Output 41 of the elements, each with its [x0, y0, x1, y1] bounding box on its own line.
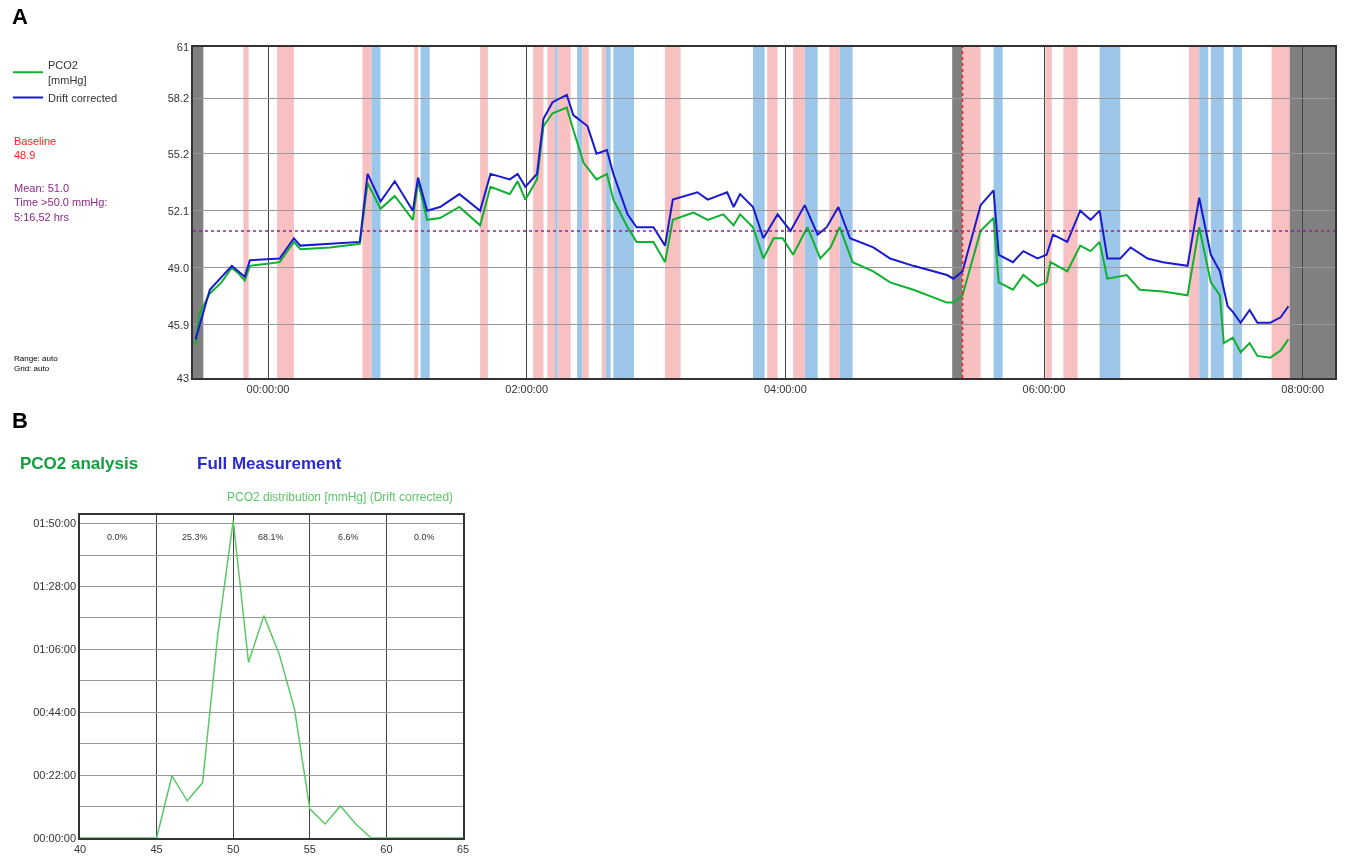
x-tick-label: 55	[303, 842, 316, 855]
y-tick-label: 00:44:00	[33, 706, 77, 719]
x-tick-label: 50	[227, 842, 240, 855]
y-tick-label: 43	[176, 371, 190, 384]
y-tick-label: 49.0	[167, 261, 190, 274]
text: PCO2 distribution [mmHg] (Drift corrected)	[227, 490, 454, 504]
annotation: 6.6%	[338, 532, 359, 542]
chart-subtitle: Full Measurement	[197, 454, 342, 473]
text: Grid: auto	[14, 364, 50, 373]
annotation: 68.1%	[258, 532, 284, 542]
y-tick-label: 01:50:00	[33, 517, 77, 530]
legend-label: Drift corrected	[48, 91, 118, 104]
x-tick-label: 08:00:00	[1281, 382, 1325, 395]
line-series	[80, 519, 463, 838]
y-tick-label: 01:28:00	[33, 580, 77, 593]
annotation: 0.0%	[414, 532, 435, 542]
x-tick-label: 60	[380, 842, 393, 855]
text: Mean: 51.0 Time >50.0 mmHg: 5:16,52 hrs	[14, 182, 108, 223]
y-tick-label: 00:00:00	[33, 831, 77, 844]
text: B	[12, 408, 28, 433]
y-tick-label: 58.2	[167, 92, 190, 105]
x-tick-label: 02:00:00	[505, 382, 549, 395]
x-tick-label: 04:00:00	[763, 382, 807, 395]
text: Range: auto	[14, 354, 59, 363]
y-tick-label: 55.2	[167, 147, 190, 160]
text: A	[12, 4, 28, 29]
y-tick-label: 52.1	[167, 204, 190, 217]
y-tick-label: 61	[176, 40, 190, 53]
legend-label: PCO2 [mmHg]	[48, 59, 87, 86]
y-tick-label: 45.9	[167, 318, 190, 331]
annotation: 0.0%	[107, 532, 128, 542]
annotation: 25.3%	[182, 532, 208, 542]
x-tick-label: 40	[73, 842, 87, 855]
x-tick-label: 00:00:00	[246, 382, 290, 395]
x-tick-label: 06:00:00	[1022, 382, 1066, 395]
x-tick-label: 65	[456, 842, 470, 855]
y-tick-label: 00:22:00	[33, 768, 77, 781]
y-tick-label: 01:06:00	[33, 643, 77, 656]
chart-title: PCO2 analysis	[20, 454, 139, 473]
text: Baseline 48.9	[14, 135, 57, 162]
x-tick-label: 45	[150, 842, 163, 855]
